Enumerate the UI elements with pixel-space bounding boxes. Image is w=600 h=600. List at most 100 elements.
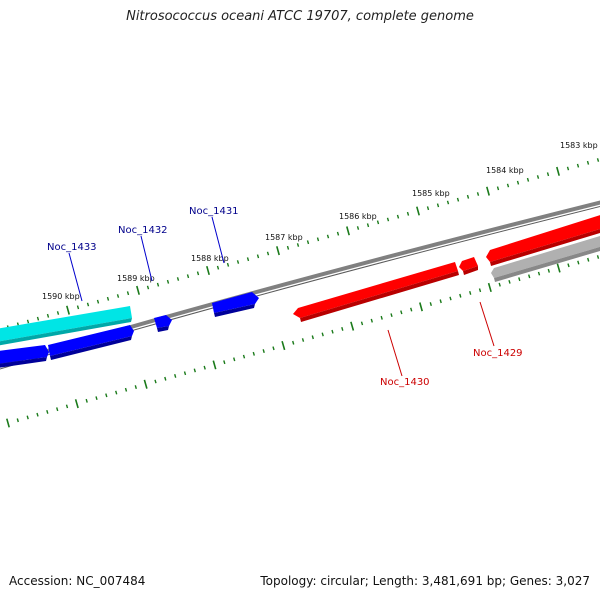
tick-label: 1585 kbp <box>412 189 450 198</box>
minor-tick-mark <box>126 291 130 296</box>
minor-tick-mark <box>336 231 340 236</box>
gene-label-noc-1433[interactable]: Noc_1433 <box>47 242 97 253</box>
minor-tick-mark <box>406 211 410 216</box>
major-tick-mark <box>486 186 490 196</box>
minor-tick-mark <box>449 296 452 301</box>
minor-tick-mark <box>456 197 460 202</box>
minor-tick-mark <box>292 340 295 345</box>
minor-tick-mark <box>203 365 206 370</box>
genome-summary-text: Topology: circular; Length: 3,481,691 bp… <box>260 574 590 588</box>
minor-tick-mark <box>46 410 49 414</box>
minor-tick-mark <box>166 279 170 284</box>
minor-tick-mark <box>366 223 370 228</box>
gene-label-leaders <box>68 216 495 377</box>
gene-forward-a[interactable] <box>0 345 49 369</box>
tick-label: 1583 kbp <box>560 141 598 150</box>
map-title: Nitrosococcus oceani ATCC 19707, complet… <box>126 9 474 24</box>
gene-label-noc-1431[interactable]: Noc_1431 <box>189 206 239 217</box>
minor-tick-mark <box>176 277 180 281</box>
minor-tick-mark <box>174 374 177 378</box>
minor-tick-mark <box>586 160 590 165</box>
minor-tick-mark <box>65 404 69 409</box>
minor-tick-mark <box>36 412 39 417</box>
forward-strand-genes <box>0 292 259 369</box>
minor-tick-mark <box>566 166 570 171</box>
outer-tick-track <box>6 158 600 330</box>
minor-tick-mark <box>16 418 19 423</box>
major-tick-mark <box>350 321 355 331</box>
gene-reverse-c[interactable] <box>486 212 600 266</box>
gene-label-noc-1432[interactable]: Noc_1432 <box>118 225 168 236</box>
gene-label-noc-1429[interactable]: Noc_1429 <box>473 348 523 359</box>
minor-tick-mark <box>76 305 80 310</box>
minor-tick-mark <box>311 335 314 340</box>
gene-noc-1430[interactable] <box>293 262 459 322</box>
minor-tick-mark <box>246 257 250 262</box>
gene-noc-1431[interactable] <box>212 292 259 317</box>
major-tick-mark <box>276 246 280 256</box>
minor-tick-mark <box>321 332 324 337</box>
gene-forward-b[interactable] <box>48 325 134 360</box>
minor-tick-mark <box>410 307 413 312</box>
minor-tick-mark <box>498 282 501 287</box>
major-tick-mark <box>143 379 148 389</box>
minor-tick-mark <box>496 186 500 191</box>
minor-tick-mark <box>164 376 167 381</box>
minor-tick-mark <box>386 217 390 222</box>
minor-tick-mark <box>183 371 187 376</box>
minor-tick-mark <box>466 194 470 199</box>
minor-tick-mark <box>380 315 383 320</box>
minor-tick-mark <box>576 163 580 168</box>
minor-tick-mark <box>306 240 310 245</box>
minor-tick-mark <box>105 393 108 398</box>
minor-tick-mark <box>376 220 380 225</box>
major-tick-mark <box>281 340 286 351</box>
tick-label: 1588 kbp <box>191 254 229 263</box>
minor-tick-mark <box>252 351 255 356</box>
gene-reverse-other[interactable] <box>491 233 600 282</box>
minor-tick-mark <box>223 360 226 365</box>
minor-tick-mark <box>537 271 541 276</box>
minor-tick-mark <box>115 390 118 395</box>
minor-tick-mark <box>360 321 364 326</box>
minor-tick-mark <box>193 368 196 373</box>
minor-tick-mark <box>526 177 530 182</box>
gene-noc-1432[interactable] <box>154 315 172 332</box>
minor-tick-mark <box>596 255 600 259</box>
minor-tick-mark <box>390 313 393 317</box>
major-tick-mark <box>487 282 492 293</box>
minor-tick-mark <box>106 296 110 301</box>
minor-tick-mark <box>436 203 440 208</box>
gene-noc-1429[interactable] <box>459 257 478 275</box>
tick-label: 1589 kbp <box>117 274 155 283</box>
minor-tick-mark <box>272 346 275 351</box>
minor-tick-mark <box>356 226 360 230</box>
minor-tick-mark <box>577 260 580 265</box>
tick-label: 1587 kbp <box>265 233 303 242</box>
gene-label-noc-1430[interactable]: Noc_1430 <box>380 377 430 388</box>
major-tick-mark <box>419 302 423 312</box>
minor-tick-mark <box>266 251 270 256</box>
minor-tick-mark <box>459 293 462 298</box>
minor-tick-mark <box>46 313 50 318</box>
minor-tick-mark <box>226 262 230 267</box>
minor-tick-mark <box>286 245 290 250</box>
major-tick-mark <box>6 418 10 428</box>
minor-tick-mark <box>528 274 531 279</box>
minor-tick-mark <box>296 243 300 247</box>
gene-noc-1433[interactable] <box>0 306 132 347</box>
minor-tick-mark <box>516 180 520 185</box>
minor-tick-mark <box>587 257 590 262</box>
minor-tick-mark <box>469 291 472 295</box>
minor-tick-mark <box>316 237 320 242</box>
minor-tick-mark <box>85 398 88 403</box>
minor-tick-mark <box>596 158 600 162</box>
accession-text: Accession: NC_007484 <box>9 574 146 588</box>
minor-tick-mark <box>400 310 403 315</box>
minor-tick-mark <box>156 282 160 287</box>
major-tick-mark <box>74 399 79 409</box>
minor-tick-mark <box>96 299 100 304</box>
gene-labels: Noc_1433 Noc_1432 Noc_1431 Noc_1430 Noc_… <box>47 206 523 388</box>
